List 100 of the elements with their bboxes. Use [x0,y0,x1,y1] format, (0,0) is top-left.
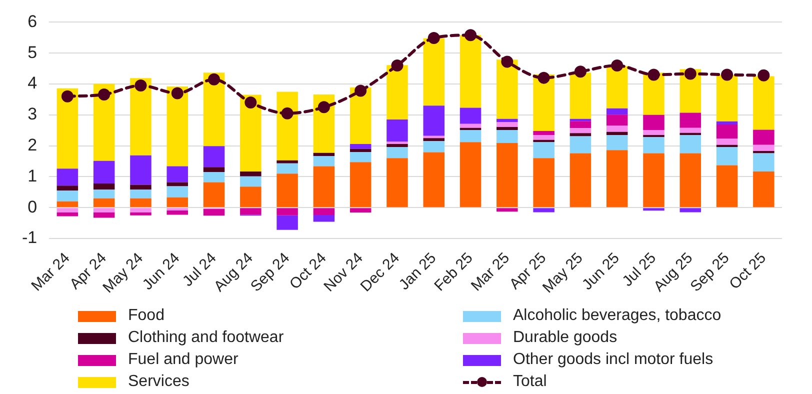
point [134,80,147,92]
bar [716,144,738,148]
bar [240,171,262,176]
bar [606,114,628,126]
y-tick-label: 5 [28,42,38,62]
point [464,29,477,42]
bar [606,132,628,135]
bar [386,144,408,148]
bar [56,88,78,169]
bar [276,215,298,230]
bar [423,106,445,136]
legend-label: Durable goods [513,329,618,347]
point [61,90,74,102]
bar [166,210,188,215]
bar [130,78,152,156]
bar [166,186,188,198]
bar [496,122,518,127]
bar [460,124,482,128]
bar [570,121,592,128]
bar [643,130,664,135]
legend-label: Alcoholic beverages, tobacco [513,307,722,325]
legend-label: Other goods incl motor fuels [513,351,714,369]
bar [570,133,592,136]
bar [753,171,774,208]
legend-label: Total [513,373,547,391]
bar [570,72,592,119]
bar [533,140,554,142]
bar [423,38,445,106]
bar [680,112,702,128]
bar [570,128,592,134]
bar [496,208,518,212]
bar [606,126,628,132]
bar [496,118,518,122]
bar [460,130,482,142]
bar [203,167,225,172]
bar [130,155,152,185]
bar [606,108,628,115]
bar [386,120,408,142]
bar [496,60,518,119]
y-tick-label: 4 [28,74,38,93]
bar [240,176,262,187]
bar [643,134,664,138]
bar [350,208,372,213]
bar [93,212,115,218]
bar [203,146,225,168]
point [721,68,734,81]
bar [166,86,188,166]
bar [130,212,152,216]
bar [753,130,774,145]
point [538,72,550,84]
bar [130,198,152,208]
bar [203,208,225,216]
bar [350,144,372,149]
point [318,101,330,114]
point [244,96,257,109]
bar [56,208,78,212]
bar [680,208,702,212]
bar [533,158,554,208]
y-tick-label: 1 [28,166,38,186]
point [501,56,514,68]
bar [276,174,298,208]
bar [423,141,445,152]
bar [93,84,115,161]
bar [680,153,702,208]
point [281,107,294,120]
bar [423,138,445,142]
bar [166,182,188,186]
bar [716,138,738,145]
bar [276,160,298,164]
bar [496,126,518,130]
bar [753,76,774,130]
bar [130,208,152,212]
bar [716,147,738,166]
point [684,68,696,80]
bar [203,172,225,182]
bar [533,130,554,135]
bar [643,153,664,208]
bar [240,186,262,208]
bar [203,182,225,208]
legend-label: Food [128,307,164,325]
legend-label: Services [128,373,190,391]
bar [350,152,372,162]
legend-label: Clothing and footwear [128,329,284,347]
point [98,88,110,101]
point [648,68,660,81]
bar [423,136,445,138]
bar [313,215,335,222]
y-tick-label: 2 [28,135,38,154]
y-tick-label: 0 [28,197,38,216]
bar [570,118,592,122]
bar [350,148,372,152]
bar [166,166,188,182]
bar [533,142,554,158]
bar [56,212,78,216]
y-tick-label: 3 [28,104,38,124]
bar [533,208,554,212]
bar [716,165,738,208]
bar [606,134,628,150]
bar [56,190,78,202]
bar [496,143,518,208]
